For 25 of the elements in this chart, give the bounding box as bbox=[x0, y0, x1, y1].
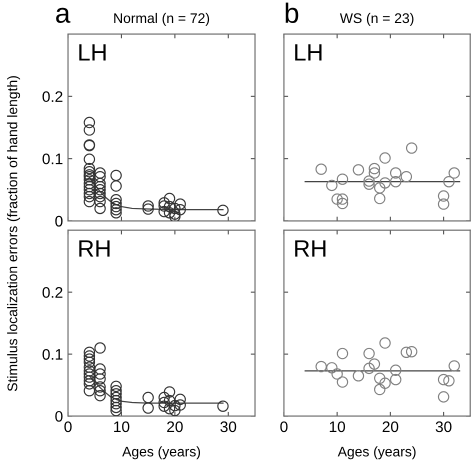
text: a bbox=[56, 8, 70, 23]
y-tick-label: 0.2 bbox=[42, 91, 62, 102]
x-axis-title: Ages (years) bbox=[122, 446, 200, 460]
y-tick-label: 0.1 bbox=[42, 153, 62, 164]
x-tick-label: 30 bbox=[436, 421, 452, 432]
x-tick-label: 10 bbox=[330, 421, 346, 432]
chart-title: WS (n = 23) bbox=[340, 12, 414, 26]
annotation: LH bbox=[295, 44, 322, 61]
x-tick-label: 0 bbox=[64, 421, 72, 432]
y-tick-label: 0 bbox=[55, 410, 63, 422]
annotation: LH bbox=[79, 44, 106, 61]
annotation: RH bbox=[79, 240, 110, 257]
annotation: RH bbox=[295, 240, 326, 257]
x-tick-label: 20 bbox=[167, 421, 183, 432]
x-axis-title: Ages (years) bbox=[338, 446, 416, 460]
x-tick-label: 30 bbox=[220, 421, 236, 432]
x-tick-label: 0 bbox=[280, 421, 288, 432]
y-tick-label: 0.2 bbox=[42, 287, 62, 298]
text: b bbox=[286, 2, 298, 23]
y-tick-label: 0 bbox=[55, 216, 63, 227]
y-axis-title: Stimulus localization errors (fraction of hand length) bbox=[7, 76, 20, 392]
x-tick-label: 20 bbox=[382, 421, 398, 432]
x-tick-label: 10 bbox=[114, 421, 130, 432]
y-tick-label: 0.1 bbox=[42, 349, 62, 360]
chart-title: Normal (n = 72) bbox=[114, 12, 210, 26]
